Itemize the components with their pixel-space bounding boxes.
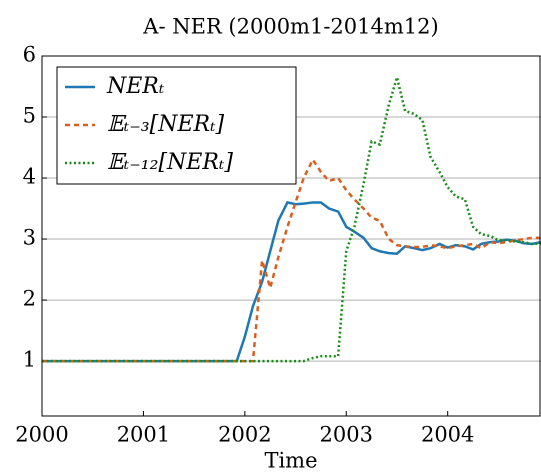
legend-label: 𝔼ₜ₋₃[NERₜ] [107,112,225,137]
x-tick-label: 2004 [421,423,474,447]
line-series [42,201,541,363]
x-tick-label: 2001 [117,423,170,447]
y-tick-label: 2 [23,287,36,311]
x-tick-label: 2003 [320,423,373,447]
x-tick-label: 2002 [218,423,271,447]
legend-label: 𝔼ₜ₋₁₂[NERₜ] [107,150,233,175]
line-series [42,157,541,363]
legend-label: NERₜ [106,74,165,99]
legend-box [56,66,297,185]
x-tick-label: 2000 [15,423,68,447]
y-tick-label: 4 [23,165,36,189]
y-tick-label: 6 [23,43,36,67]
line-series [42,72,541,363]
chart-title: A- NER (2000m1-2014m12) [142,15,438,39]
y-tick-label: 5 [23,104,36,128]
plot-frame [41,55,541,417]
x-axis-label: Time [264,449,317,473]
y-tick-label: 3 [23,226,36,250]
y-tick-label: 1 [23,348,36,372]
